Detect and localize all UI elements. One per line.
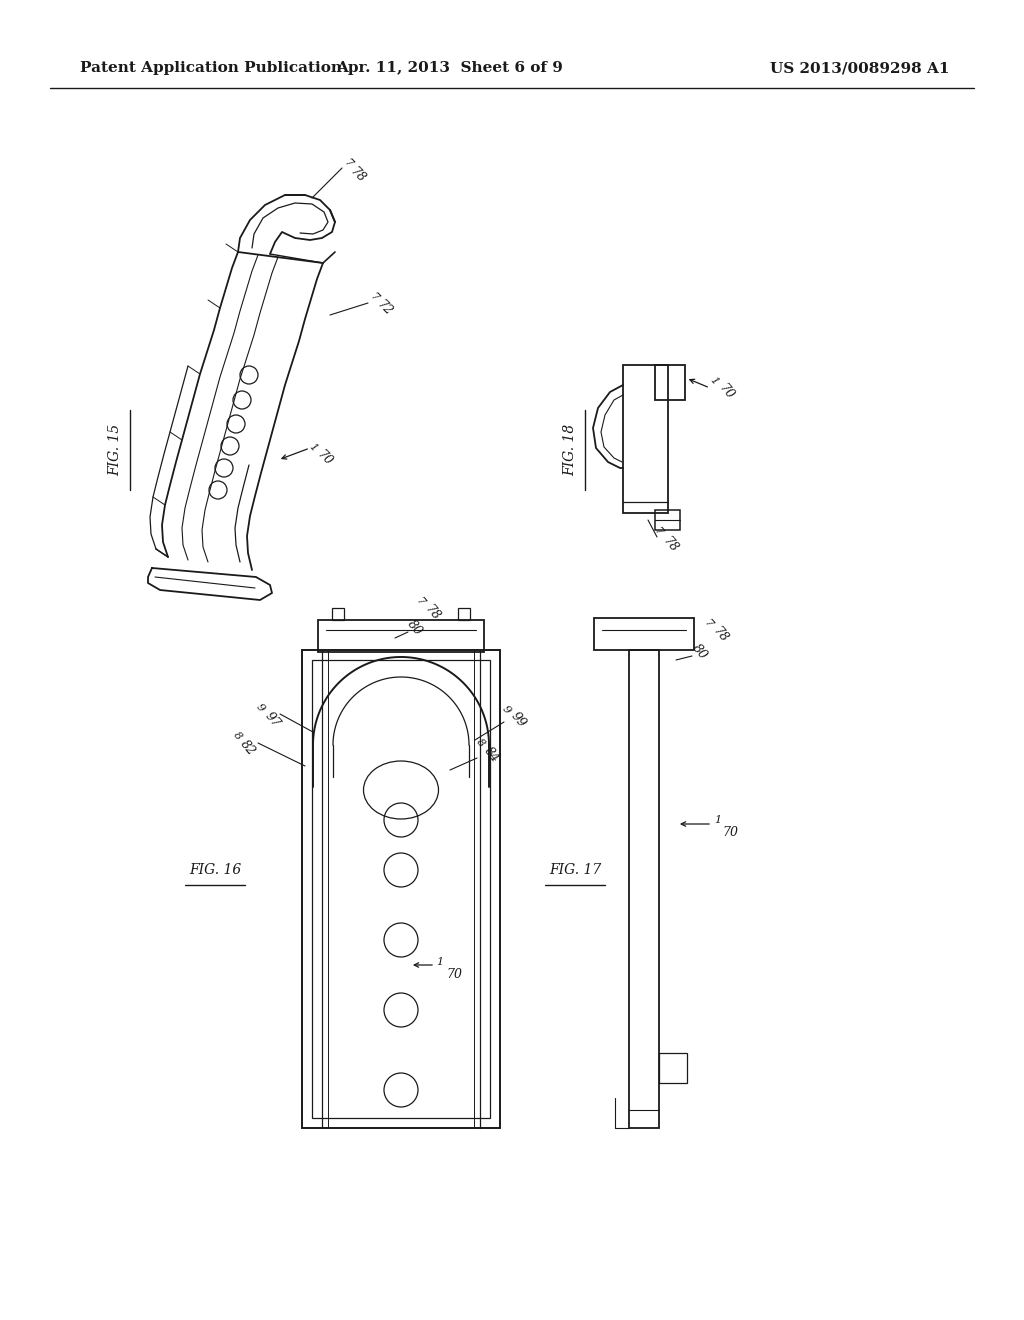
Text: Apr. 11, 2013  Sheet 6 of 9: Apr. 11, 2013 Sheet 6 of 9 [337,61,563,75]
Text: FIG. 18: FIG. 18 [563,424,577,477]
Text: 99: 99 [508,710,528,730]
Text: FIG. 16: FIG. 16 [188,863,241,876]
Text: 70: 70 [722,826,738,840]
Text: 9: 9 [500,704,512,715]
Text: 80: 80 [404,618,425,639]
Text: 8: 8 [230,730,243,742]
Bar [318,620,484,652]
Text: 1: 1 [436,957,443,968]
Text: 97: 97 [262,710,283,730]
Text: FIG. 17: FIG. 17 [549,863,601,876]
Text: 78: 78 [710,624,730,645]
Text: 78: 78 [348,165,369,185]
Text: 7: 7 [342,157,354,169]
Text: FIG. 15: FIG. 15 [108,424,122,477]
Bar [458,609,470,620]
Text: 7: 7 [701,618,714,630]
Bar [655,510,680,531]
Bar [655,366,685,400]
Text: 70: 70 [716,381,736,403]
Text: 80: 80 [690,642,710,663]
Text: 1: 1 [307,441,319,453]
Text: 70: 70 [446,969,462,982]
Text: 7: 7 [414,597,426,609]
Bar [629,649,659,1129]
Text: 9: 9 [254,702,266,714]
Text: 70: 70 [314,447,335,469]
Text: 78: 78 [422,603,442,623]
Bar [623,366,668,513]
Text: 7: 7 [652,527,665,539]
Bar [594,618,694,649]
Text: 1: 1 [715,814,722,825]
Text: 78: 78 [659,535,680,556]
Text: 1: 1 [708,375,720,387]
Text: 8: 8 [474,737,486,748]
Text: 82: 82 [238,738,258,758]
Bar [332,609,344,620]
Text: 72: 72 [375,298,395,318]
Text: 7: 7 [368,290,380,304]
Bar [312,660,490,1118]
Text: US 2013/0089298 A1: US 2013/0089298 A1 [770,61,950,75]
Text: Patent Application Publication: Patent Application Publication [80,61,342,75]
Bar [302,649,500,1129]
Bar [659,1053,687,1082]
Text: 84: 84 [482,744,502,766]
